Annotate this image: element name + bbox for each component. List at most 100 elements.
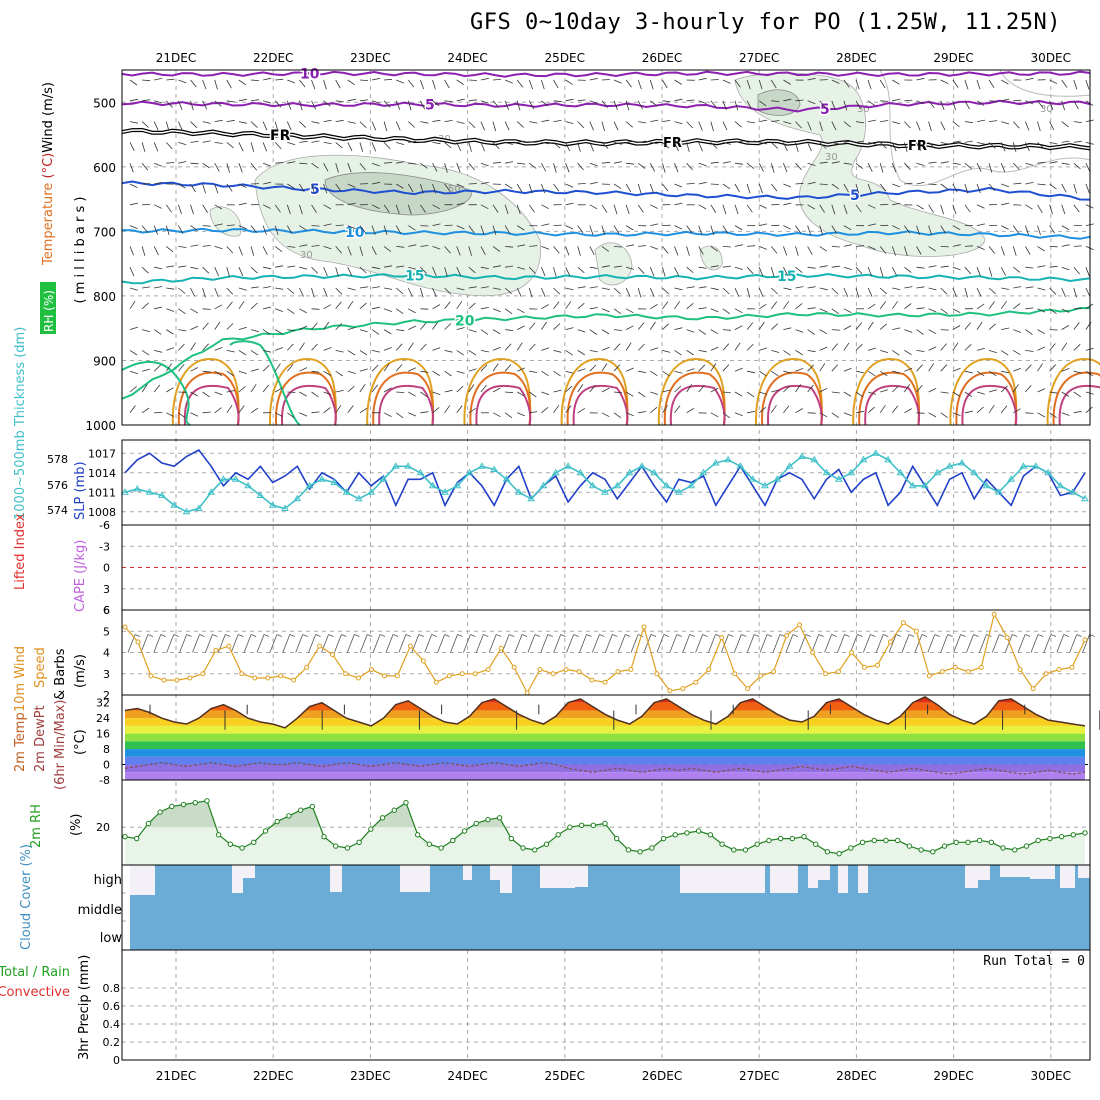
wind-barb [795, 329, 804, 333]
surface-wind-barb-flag [238, 634, 244, 637]
wind-barb [662, 120, 671, 122]
wind-barb [311, 121, 320, 124]
wind-barb [686, 162, 693, 171]
wind-speed-point [485, 667, 491, 672]
wind-barb [674, 267, 680, 276]
wind-barb [1025, 307, 1034, 310]
wind-barb [516, 100, 521, 111]
wind-barb [347, 370, 356, 374]
wind-barb [335, 79, 341, 89]
wind-barb [420, 266, 427, 274]
wind-barb [1000, 246, 1005, 256]
slp-tick-label-0: 1017 [88, 447, 116, 460]
wind-barb [262, 100, 272, 104]
temp-band-0 [125, 696, 1085, 703]
wind-barb [190, 308, 198, 314]
cloud-gap-14 [858, 865, 868, 893]
wind-barb [311, 79, 316, 90]
wind-barb [420, 183, 424, 194]
wind-barb [359, 384, 366, 393]
wind-barb [1025, 286, 1034, 289]
wind-barb [226, 350, 235, 353]
wind-barb [517, 244, 526, 247]
wind-barb [1049, 204, 1053, 215]
wind-barb [758, 321, 765, 330]
wind-barb [250, 246, 255, 256]
wind-barb [734, 391, 743, 397]
temp-band-6 [125, 741, 1085, 750]
wind-barb [831, 364, 839, 372]
wind-speed-point [693, 679, 699, 685]
rh-point [1035, 837, 1041, 844]
wind-barb [1061, 79, 1068, 88]
wind-barb [371, 142, 377, 152]
wind-barb [831, 265, 840, 268]
wind-barb [226, 301, 233, 310]
wind-barb [178, 246, 187, 248]
wind-barb [758, 183, 763, 194]
wind-barb [238, 287, 247, 291]
wind-barb [238, 267, 244, 277]
wind-barb [625, 266, 635, 270]
wind-barb [178, 142, 187, 146]
wind-barb [770, 79, 777, 89]
wind-barb [843, 140, 852, 143]
wind-barb [250, 162, 258, 171]
surface-wind-barb [385, 634, 394, 653]
surface-wind-barb-flag [895, 634, 902, 637]
wind-barb [662, 301, 669, 310]
wind-barb [577, 368, 586, 372]
date-label-bottom-1: 22DEC [253, 1069, 293, 1083]
wind-barb [649, 183, 654, 194]
freeze-line-inner [121, 129, 1091, 150]
wind-barb [807, 246, 813, 255]
wind-barb [976, 246, 985, 250]
wind-barb [976, 100, 985, 106]
wind-barb [904, 266, 912, 273]
series-line-2m-temp [124, 696, 1086, 729]
wind-barb [916, 350, 925, 352]
wind-barb [504, 100, 509, 110]
wind-barb [637, 183, 642, 194]
surface-wind-barb-flag [276, 634, 283, 637]
thickness-point [465, 468, 474, 476]
wind-speed-point [174, 677, 180, 683]
wind-barb [190, 266, 199, 270]
wind-barb [940, 183, 948, 190]
wind-barb [589, 286, 598, 289]
wind-barb [807, 162, 816, 166]
wind-barb [698, 100, 707, 104]
rh-point [239, 845, 245, 851]
wind-barb [613, 265, 623, 268]
wind-barb [892, 385, 899, 393]
wind-barb [1013, 303, 1021, 310]
wind-barb [166, 78, 175, 81]
surface-wind-barb [179, 634, 187, 653]
wind-barb [154, 162, 162, 167]
wind-barb [408, 162, 417, 165]
wind-speed-point [343, 671, 349, 677]
wind-barb [770, 267, 775, 277]
wind-barb [480, 225, 485, 235]
wind-barb [250, 384, 257, 393]
rh-point [532, 847, 538, 853]
wind-barb [964, 245, 973, 247]
wind-speed-point [654, 671, 660, 677]
wind-barb [505, 265, 514, 268]
wind-barb [613, 308, 622, 315]
wind-barb [747, 370, 756, 374]
surface-warm-contour-4-1 [566, 371, 629, 426]
wind-barb [371, 286, 380, 289]
wind-barb [976, 347, 985, 351]
wind-barb [674, 287, 683, 291]
cloud-gap-3 [400, 865, 430, 892]
surface-wind-barb [772, 634, 781, 653]
rh-point [742, 847, 749, 853]
surface-wind-barb [1004, 634, 1013, 653]
wind-barb [141, 350, 150, 356]
wind-barb [976, 204, 985, 209]
wind-barb [1061, 391, 1070, 397]
wind-barb [722, 412, 731, 419]
li-tick-label-1: -3 [99, 540, 110, 553]
wind-barb [904, 408, 912, 414]
